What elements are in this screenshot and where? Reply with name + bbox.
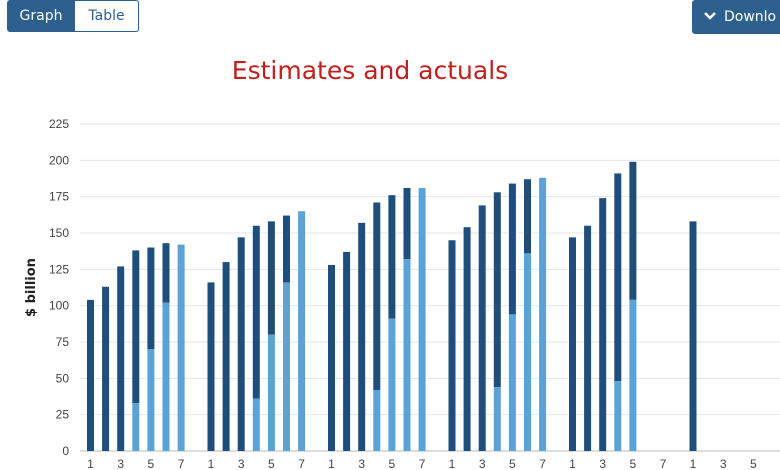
bar-dark xyxy=(207,282,215,451)
bar-dark xyxy=(117,266,125,451)
x-tick-label: 5 xyxy=(389,457,396,470)
bar-dark xyxy=(689,221,697,451)
bar-light xyxy=(132,403,140,451)
x-tick-label: 7 xyxy=(419,457,426,470)
bar-dark xyxy=(569,237,576,451)
y-tick-label: 175 xyxy=(49,190,69,204)
chevron-down-icon xyxy=(704,9,716,25)
bar-dark xyxy=(463,227,471,451)
bar-light xyxy=(403,259,411,451)
bar-light xyxy=(629,299,637,451)
bar-dark xyxy=(267,221,275,335)
bar-dark xyxy=(358,222,366,451)
x-tick-label: 5 xyxy=(509,457,516,470)
bar-light xyxy=(418,187,426,452)
bar-dark xyxy=(629,161,637,300)
x-tick-label: 3 xyxy=(358,457,365,470)
bar-dark xyxy=(147,247,155,350)
y-tick-label: 200 xyxy=(49,153,69,167)
bar-light xyxy=(177,244,185,451)
graph-tab[interactable]: Graph xyxy=(7,0,75,32)
bar-dark xyxy=(87,299,94,451)
bar-dark xyxy=(252,225,260,399)
bar-light xyxy=(162,302,170,451)
table-tab[interactable]: Table xyxy=(75,0,139,32)
x-tick-label: 7 xyxy=(660,457,667,470)
bar-dark xyxy=(132,250,140,404)
chart-title: Estimates and actuals xyxy=(231,56,509,85)
bar-light xyxy=(493,387,501,451)
bar-dark xyxy=(343,251,351,451)
y-tick-label: 0 xyxy=(62,444,69,458)
bar-light xyxy=(283,282,290,451)
y-tick-label: 100 xyxy=(49,299,69,313)
bar-dark xyxy=(403,187,411,260)
bar-dark xyxy=(373,202,381,390)
bar-dark xyxy=(388,195,396,319)
bar-light xyxy=(373,389,381,451)
bar-light xyxy=(539,177,547,452)
bar-dark xyxy=(448,240,456,451)
bar-dark xyxy=(524,179,531,254)
bar-light xyxy=(508,314,516,451)
bar-dark xyxy=(478,205,486,451)
y-tick-label: 75 xyxy=(56,335,70,349)
x-tick-label: 1 xyxy=(449,457,456,470)
y-tick-label: 50 xyxy=(56,371,70,385)
bar-light xyxy=(614,381,622,451)
bar-light xyxy=(147,349,155,451)
x-tick-label: 3 xyxy=(720,457,727,470)
x-tick-label: 5 xyxy=(750,457,757,470)
bar-dark xyxy=(222,262,230,451)
bar-light xyxy=(298,211,306,451)
x-tick-label: 3 xyxy=(479,457,486,470)
bar-dark xyxy=(283,215,290,283)
bar-light xyxy=(267,334,275,451)
download-label: Downlo xyxy=(724,9,777,25)
x-tick-label: 1 xyxy=(87,457,94,470)
y-axis-label: $ billion xyxy=(24,258,39,317)
x-tick-label: 7 xyxy=(539,457,546,470)
x-tick-label: 5 xyxy=(148,457,155,470)
y-tick-label: 125 xyxy=(49,262,69,276)
bar-dark xyxy=(584,225,592,451)
x-tick-label: 1 xyxy=(569,457,576,470)
x-tick-label: 5 xyxy=(268,457,275,470)
bar-dark xyxy=(614,173,622,382)
bar-dark xyxy=(162,243,170,303)
bar-light xyxy=(252,398,260,451)
x-tick-label: 1 xyxy=(690,457,697,470)
bar-light xyxy=(388,318,396,451)
x-tick-label: 1 xyxy=(328,457,335,470)
bar-dark xyxy=(237,237,245,451)
y-tick-label: 150 xyxy=(49,226,69,240)
x-tick-label: 3 xyxy=(599,457,606,470)
bar-light xyxy=(524,253,531,451)
y-tick-label: 225 xyxy=(49,117,69,131)
x-tick-label: 1 xyxy=(208,457,215,470)
x-tick-label: 3 xyxy=(117,457,124,470)
x-tick-label: 7 xyxy=(298,457,305,470)
bar-dark xyxy=(508,183,516,315)
x-tick-label: 3 xyxy=(238,457,245,470)
bar-dark xyxy=(599,198,607,451)
x-tick-label: 7 xyxy=(178,457,185,470)
x-tick-label: 5 xyxy=(630,457,637,470)
view-toggle: Graph Table xyxy=(7,0,139,32)
bar-dark xyxy=(493,192,501,388)
bar-dark xyxy=(328,264,335,451)
y-tick-label: 25 xyxy=(56,408,70,422)
download-button[interactable]: Downlo xyxy=(692,0,780,34)
bar-dark xyxy=(102,286,110,451)
